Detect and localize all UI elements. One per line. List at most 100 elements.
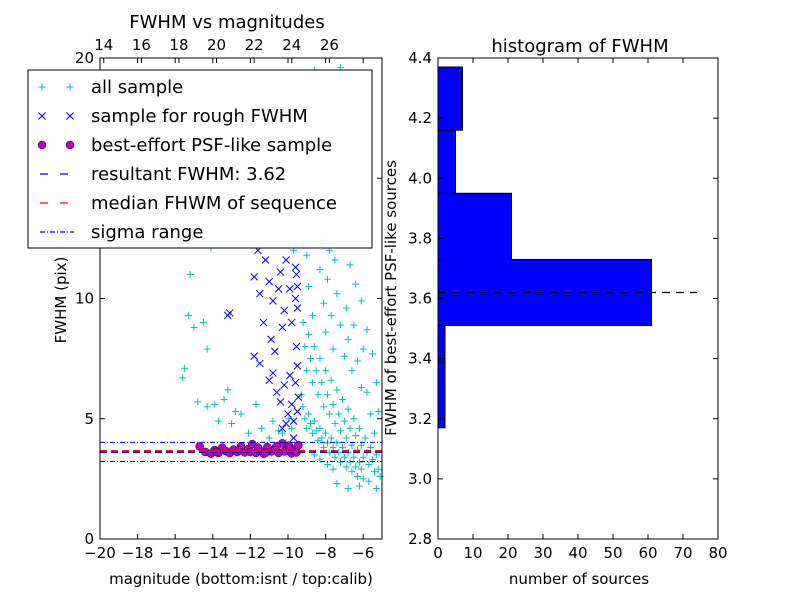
point-plus <box>329 345 337 353</box>
y-tick-label: 5 <box>84 410 94 428</box>
point-plus <box>329 400 337 408</box>
right-axes: 0 10 20 30 40 50 60 70 80 2.8 3.0 3.2 3.4 3.6 3.8 4.0 4.… <box>408 49 727 562</box>
point-plus <box>199 319 207 327</box>
point-plus <box>327 376 335 384</box>
point-plus <box>327 434 335 442</box>
point-plus <box>333 290 341 298</box>
point-plus <box>316 355 324 363</box>
point-plus <box>194 398 202 406</box>
y-tick-label: 3.0 <box>408 470 432 488</box>
x-tick-label: 50 <box>603 544 622 562</box>
point-plus <box>305 282 313 290</box>
legend-label: sample for rough FWHM <box>91 106 308 127</box>
x-tick-label: −6 <box>352 544 374 562</box>
point-plus <box>308 429 316 437</box>
point-plus <box>288 424 296 432</box>
point-plus <box>308 311 316 319</box>
point-plus <box>372 484 380 492</box>
point-cross <box>259 318 268 327</box>
point-cross <box>278 424 287 433</box>
point-cross <box>265 277 274 286</box>
point-plus <box>363 326 371 334</box>
point-plus <box>367 444 375 452</box>
point-cross <box>286 285 294 293</box>
top-x-tick-label: 26 <box>320 36 339 54</box>
top-x-tick-label: 16 <box>132 36 151 54</box>
point-cross <box>293 282 302 291</box>
point-circle <box>294 440 303 450</box>
point-plus <box>344 335 352 343</box>
legend-marker <box>38 112 46 120</box>
legend-entry: median FHWM of sequence <box>40 193 337 214</box>
point-plus <box>314 436 322 444</box>
point-cross <box>293 407 302 416</box>
series-1 <box>223 232 303 442</box>
histogram-bar <box>437 192 512 260</box>
histogram-bar <box>437 325 446 363</box>
point-plus <box>323 275 331 283</box>
point-plus <box>348 441 356 449</box>
legend-entry: sample for rough FWHM <box>38 106 308 127</box>
legend-marker <box>66 112 74 120</box>
y-tick-label: 3.4 <box>408 350 432 368</box>
point-cross <box>267 335 275 344</box>
right-y-axis-label: FWHM of best-effort PSF-like sources <box>382 160 400 436</box>
left-x-axis-label: magnitude (bottom:isnt / top:calib) <box>109 570 373 588</box>
point-plus <box>359 345 367 353</box>
x-tick-label: −8 <box>315 544 337 562</box>
point-plus <box>320 299 328 307</box>
point-plus <box>352 280 360 288</box>
legend-label: best-effort PSF-like sample <box>91 135 332 156</box>
point-cross <box>291 263 300 272</box>
point-plus <box>305 410 313 418</box>
x-tick-label: −20 <box>84 544 116 562</box>
point-plus <box>314 391 322 399</box>
point-cross <box>293 361 302 370</box>
point-plus <box>346 424 354 432</box>
right-plot-area <box>437 66 697 429</box>
point-plus <box>365 460 373 468</box>
point-plus <box>184 311 192 319</box>
point-plus <box>370 429 378 437</box>
point-plus <box>327 311 335 319</box>
y-tick-label: 3.6 <box>408 290 432 308</box>
point-plus <box>322 429 330 437</box>
point-plus <box>325 410 333 418</box>
point-cross <box>282 419 290 428</box>
point-plus <box>303 251 311 259</box>
legend-marker <box>37 140 47 150</box>
point-plus <box>350 415 358 423</box>
point-plus <box>211 400 219 408</box>
histogram-bar <box>437 361 446 429</box>
point-cross <box>287 318 296 327</box>
point-plus <box>350 453 358 461</box>
point-plus <box>354 472 362 480</box>
point-cross <box>286 371 294 380</box>
series-0 <box>179 64 384 492</box>
point-cross <box>250 352 259 361</box>
point-plus <box>331 420 339 428</box>
x-tick-label: −16 <box>159 544 191 562</box>
point-plus <box>365 477 373 485</box>
point-cross <box>265 376 274 385</box>
point-plus <box>340 417 348 425</box>
point-cross <box>280 381 289 389</box>
point-plus <box>214 417 222 425</box>
point-plus <box>316 266 324 274</box>
legend-entry: resultant FWHM: 3.62 <box>40 164 286 185</box>
point-plus <box>269 417 277 425</box>
point-plus <box>372 379 380 387</box>
point-plus <box>312 427 320 435</box>
x-tick-label: 60 <box>638 544 657 562</box>
y-tick-label: 20 <box>75 49 94 67</box>
point-plus <box>307 355 315 363</box>
right-chart-title: histogram of FWHM <box>491 36 668 57</box>
point-plus <box>245 429 253 437</box>
y-tick-label: 0 <box>84 530 94 548</box>
point-cross <box>293 304 302 312</box>
point-cross <box>255 289 264 298</box>
point-cross <box>289 417 298 426</box>
legend-entry: sigma range <box>40 222 203 243</box>
legend-marker <box>66 83 74 91</box>
